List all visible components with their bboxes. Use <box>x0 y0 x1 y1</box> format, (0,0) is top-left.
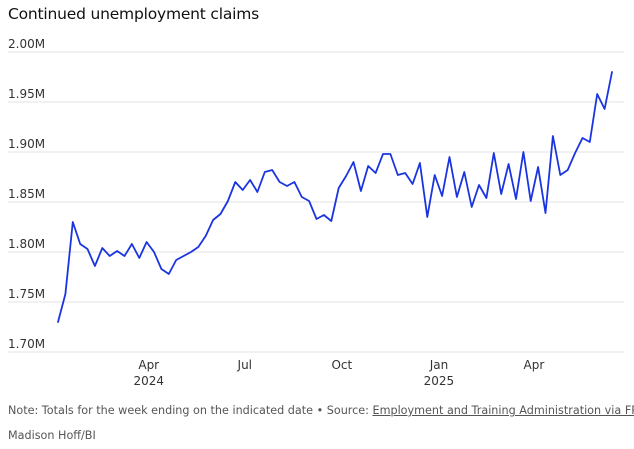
x-tick-year-label: 2025 <box>424 374 455 388</box>
note-text: Note: Totals for the week ending on the … <box>8 404 373 417</box>
y-tick-label: 1.85M <box>8 187 45 201</box>
y-tick-label: 2.00M <box>8 37 45 51</box>
y-tick-label: 1.80M <box>8 237 45 251</box>
y-tick-label: 1.90M <box>8 137 45 151</box>
chart-title: Continued unemployment claims <box>8 5 260 23</box>
x-tick-label: Jul <box>237 358 252 372</box>
y-tick-label: 1.70M <box>8 337 45 351</box>
x-tick-label: Apr <box>138 358 159 372</box>
y-axis: 1.70M 1.75M 1.80M 1.85M 1.90M 1.95M 2.00M <box>8 37 45 351</box>
chart-credit: Madison Hoff/BI <box>8 429 96 442</box>
source-link[interactable]: Employment and Training Administration v… <box>372 404 634 417</box>
x-tick-year-label: 2024 <box>133 374 164 388</box>
y-tick-label: 1.95M <box>8 87 45 101</box>
chart-note: Note: Totals for the week ending on the … <box>8 404 634 417</box>
y-tick-label: 1.75M <box>8 287 45 301</box>
grid-lines <box>8 51 624 353</box>
line-chart: 1.70M 1.75M 1.80M 1.85M 1.90M 1.95M 2.00M Apr 2… <box>8 37 624 388</box>
series-line <box>57 71 613 323</box>
x-tick-label: Apr <box>524 358 545 372</box>
x-tick-label: Jan <box>429 358 449 372</box>
series-group <box>57 71 613 323</box>
x-axis: Apr 2024 Jul Oct Jan 2025 Apr <box>133 358 544 388</box>
x-tick-label: Oct <box>331 358 352 372</box>
